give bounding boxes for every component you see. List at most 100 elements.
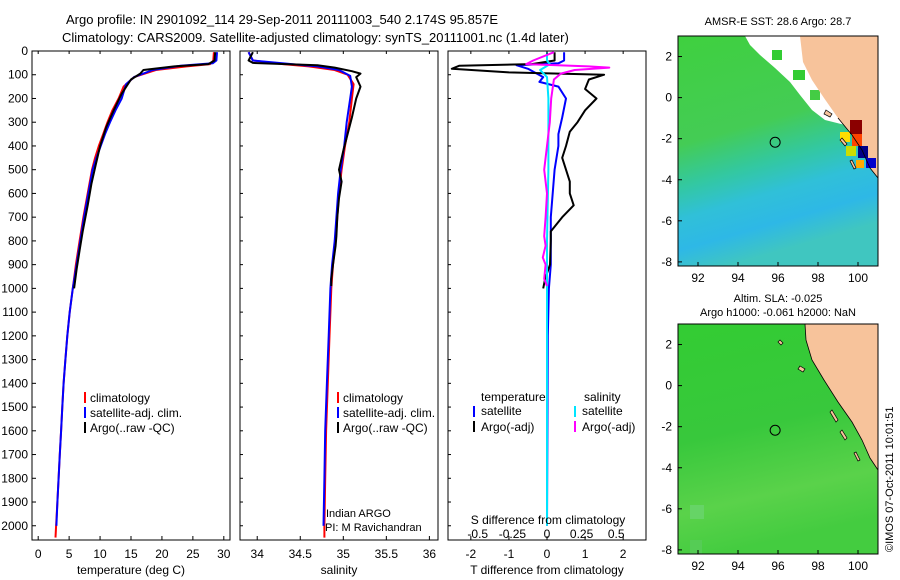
legend-label-climatology: climatology bbox=[90, 391, 150, 405]
depth-tick-label: 300 bbox=[8, 115, 28, 129]
sla-map-y-tick-label: -2 bbox=[661, 420, 672, 434]
depth-tick-label: 800 bbox=[8, 234, 28, 248]
sst-pixel bbox=[810, 90, 820, 100]
sla-map-y-tick-label: -4 bbox=[661, 461, 672, 475]
sla-island bbox=[839, 429, 848, 441]
sst-island bbox=[839, 137, 848, 147]
annotation-indian-argo: Indian ARGO bbox=[326, 508, 391, 520]
sla-map-subtitle: Argo h1000: -0.061 h2000: NaN bbox=[700, 307, 856, 319]
sla-map-x-tick-label: 96 bbox=[771, 559, 785, 573]
sst-map-y-tick-label: 0 bbox=[665, 91, 672, 105]
temperature-series-satellite-adj-clim bbox=[55, 52, 218, 526]
sla-map-y-tick-label: 0 bbox=[665, 379, 672, 393]
sst-coastline bbox=[837, 117, 878, 179]
sst-warm-pixel bbox=[846, 146, 856, 156]
sla-island bbox=[797, 365, 806, 373]
difference-top-tick-label: -0.5 bbox=[467, 527, 488, 541]
salinity-series-climatology bbox=[247, 51, 355, 538]
sst-map-x-tick-label: 94 bbox=[731, 271, 745, 285]
depth-tick-label: 1600 bbox=[1, 424, 28, 438]
sst-map bbox=[678, 36, 878, 266]
sst-map-y-tick-label: -2 bbox=[661, 132, 672, 146]
temperature-xlabel: temperature (deg C) bbox=[77, 563, 185, 577]
sst-pixel bbox=[793, 70, 805, 80]
sst-map-title: AMSR-E SST: 28.6 Argo: 28.7 bbox=[705, 16, 852, 28]
sst-warm-pixel bbox=[840, 132, 850, 142]
sla-map-y-tick-label: -6 bbox=[661, 502, 672, 516]
sla-map-x-tick-label: 94 bbox=[731, 559, 745, 573]
sla-map bbox=[678, 324, 878, 554]
sla-map-x-tick-label: 98 bbox=[811, 559, 825, 573]
temperature-x-tick-label: 10 bbox=[93, 547, 107, 561]
sst-pixel bbox=[772, 50, 782, 60]
legend-label-t-satellite: satellite bbox=[481, 404, 522, 418]
difference-top-tick-label: 0.25 bbox=[570, 527, 594, 541]
depth-tick-label: 2000 bbox=[1, 519, 28, 533]
difference-series-argo-adj bbox=[450, 52, 606, 289]
salinity-x-tick-label: 34 bbox=[251, 547, 265, 561]
depth-tick-label: 1300 bbox=[1, 353, 28, 367]
depth-tick-label: 1400 bbox=[1, 376, 28, 390]
depth-tick-label: 200 bbox=[8, 91, 28, 105]
depth-tick-label: 1800 bbox=[1, 471, 28, 485]
temperature-x-tick-label: 20 bbox=[155, 547, 169, 561]
salinity-plot bbox=[247, 51, 362, 538]
sst-map-x-tick-label: 98 bbox=[811, 271, 825, 285]
temperature-x-tick-label: 5 bbox=[66, 547, 73, 561]
legend-label-argo: Argo(..raw -QC) bbox=[343, 421, 428, 435]
sla-island bbox=[829, 409, 839, 423]
depth-tick-label: 500 bbox=[8, 163, 28, 177]
depth-tick-label: 1100 bbox=[2, 305, 28, 319]
sla-map-x-tick-label: 92 bbox=[691, 559, 705, 573]
sla-map-x-tick-label: 100 bbox=[848, 559, 868, 573]
salinity-x-tick-label: 34.5 bbox=[289, 547, 313, 561]
annotation-pi: PI: M Ravichandran bbox=[325, 522, 422, 534]
salinity-series-argo-raw-qc bbox=[247, 51, 362, 286]
legend-label-climatology: climatology bbox=[343, 391, 403, 405]
difference-series-satellite bbox=[515, 52, 567, 526]
legend-label-s-argo: Argo(-adj) bbox=[582, 420, 635, 434]
figure-subtitle: Climatology: CARS2009. Satellite-adjuste… bbox=[62, 30, 569, 45]
depth-tick-label: 400 bbox=[8, 139, 28, 153]
difference-series-argo-adj bbox=[525, 51, 611, 287]
salinity-series-satellite-adj-clim bbox=[247, 51, 353, 526]
temperature-x-tick-label: 0 bbox=[35, 547, 42, 561]
sla-pixel bbox=[690, 540, 702, 554]
difference-top-tick-label: 0 bbox=[544, 527, 551, 541]
sst-warm-pixel bbox=[850, 120, 862, 134]
sla-map-axes: 92 94 96 98 100 2 0 -2 -4 -6 -8 bbox=[661, 338, 868, 573]
legend-label-argo: Argo(..raw -QC) bbox=[90, 421, 175, 435]
legend-header-salinity: salinity bbox=[584, 390, 621, 404]
legend-header-temperature: temperature bbox=[481, 390, 546, 404]
sst-island bbox=[823, 109, 833, 118]
sla-coastline bbox=[804, 324, 878, 471]
sst-map-axes: 92 94 96 98 100 2 0 -2 -4 -6 -8 bbox=[661, 50, 868, 285]
temperature-x-tick-label: 25 bbox=[186, 547, 200, 561]
salinity-x-tick-label: 35 bbox=[337, 547, 351, 561]
salinity-panel-frame bbox=[239, 50, 439, 541]
difference-top-tick-label: -0.25 bbox=[499, 527, 527, 541]
difference-x-tick-label: 2 bbox=[620, 547, 627, 561]
sla-pixel bbox=[690, 505, 704, 519]
temperature-legend: climatology satellite-adj. clim. Argo(..… bbox=[84, 391, 182, 435]
legend-label-s-satellite: satellite bbox=[582, 404, 623, 418]
sst-map-y-tick-label: -8 bbox=[661, 255, 672, 269]
sla-map-argo-position-marker bbox=[769, 424, 781, 436]
depth-tick-label: 1700 bbox=[1, 448, 28, 462]
depth-tick-label: 1000 bbox=[1, 281, 28, 295]
salinity-x-tick-label: 36 bbox=[423, 547, 437, 561]
sst-map-y-tick-label: -6 bbox=[661, 214, 672, 228]
depth-tick-label: 600 bbox=[8, 186, 28, 200]
temperature-x-tick-label: 15 bbox=[124, 547, 138, 561]
depth-axis-ticks: 0 100 200 300 400 500 600 700 800 900 1000 1100 1200… bbox=[1, 44, 451, 533]
difference-legend: temperature salinity satellite Argo(-adj… bbox=[473, 390, 635, 434]
legend-label-t-argo: Argo(-adj) bbox=[481, 420, 534, 434]
sla-land bbox=[805, 324, 878, 470]
temperature-panel-frame bbox=[31, 50, 231, 541]
sst-map-argo-position-marker bbox=[769, 136, 781, 148]
difference-xlabel-bottom: T difference from climatology bbox=[470, 563, 624, 577]
difference-plot bbox=[450, 51, 611, 526]
depth-tick-label: 900 bbox=[8, 258, 28, 272]
difference-x-tick-label: 1 bbox=[582, 547, 589, 561]
difference-top-tick-label: 0.5 bbox=[608, 527, 625, 541]
